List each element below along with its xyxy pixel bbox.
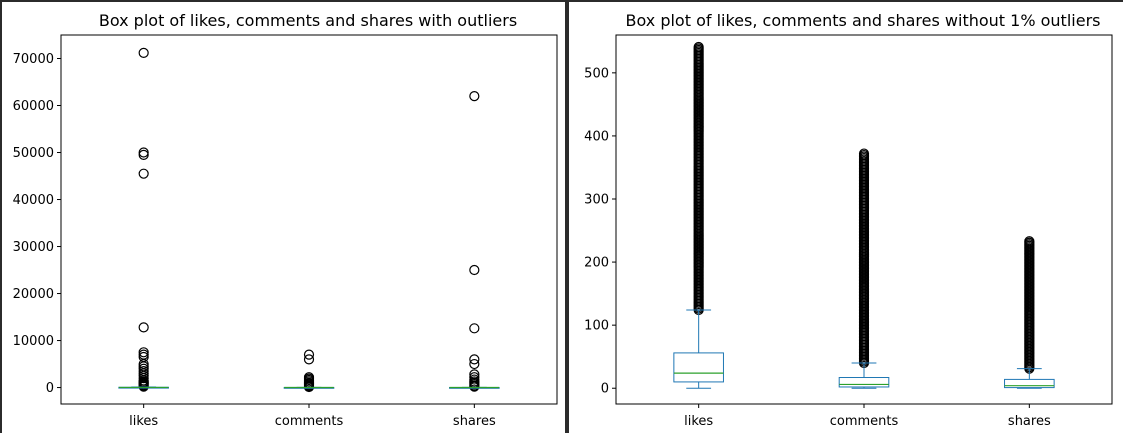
chart-2-x-tick-label: likes: [684, 414, 713, 429]
chart-1-shares-outlier-point: [469, 91, 480, 102]
chart-1-comments-outlier-point: [303, 349, 315, 360]
chart-1-x-tick-label: shares: [453, 414, 496, 429]
chart-1-comments-outlier-point: [303, 354, 315, 365]
left-border: [0, 0, 2, 433]
chart-1-likes-outlier-point: [138, 149, 149, 160]
chart-1-x-tick-label: likes: [129, 414, 158, 429]
chart-1-axes-frame: [60, 34, 558, 405]
chart-1-plot-area: 0 10000 20000 30000 40000 50000 60000 70000 like…: [13, 34, 558, 429]
chart-1-y-tick-label: 20000: [13, 287, 54, 302]
chart-2-y-tick-label: 0: [601, 382, 609, 397]
chart-1-y-tick-label: 30000: [13, 240, 54, 255]
chart-1-shares-outlier-point: [469, 264, 480, 276]
chart-2-plot-area: 0 100 200 300 400 500 likes comments shares: [584, 34, 1113, 429]
chart-1-x-tick-label: comments: [275, 414, 344, 429]
chart-2-title: Box plot of likes, comments and shares w…: [626, 11, 1101, 30]
chart-1-shares-outlier-point: [469, 323, 480, 334]
chart-1-y-tick-label: 70000: [13, 52, 54, 67]
chart-1-likes-outlier-point: [138, 168, 149, 179]
chart-2-y-tick-label: 500: [584, 66, 609, 81]
chart-1-y-tick-label: 0: [46, 381, 54, 396]
chart-1-likes-outlier-point: [138, 47, 149, 58]
chart-2-y-tick-label: 200: [584, 256, 609, 271]
chart-2-likes-outlier-point: [693, 41, 704, 53]
chart-2-y-tick-label: 400: [584, 129, 609, 144]
chart-2-y-tick-label: 300: [584, 193, 609, 208]
top-border: [0, 0, 1123, 2]
chart-1-y-tick-label: 60000: [13, 99, 54, 114]
chart-2-x-tick-label: shares: [1008, 414, 1051, 429]
chart-2-x-tick-label: comments: [830, 414, 899, 429]
chart-1-title: Box plot of likes, comments and shares w…: [99, 11, 517, 30]
chart-2-shares-outlier-point: [1024, 236, 1035, 247]
chart-2-comments-box: [838, 377, 890, 388]
chart-2-y-tick-label: 100: [584, 319, 609, 334]
chart-1-y-tick-label: 10000: [13, 334, 54, 349]
chart-1-shares-outlier-point: [469, 381, 480, 392]
chart-1-likes-outlier-point: [138, 322, 149, 333]
chart-2-likes-box: [673, 352, 724, 383]
chart-1-y-tick-label: 40000: [13, 193, 54, 208]
chart-2-shares-box: [1004, 378, 1055, 389]
chart-1-y-tick-label: 50000: [13, 146, 54, 161]
chart-2-comments-outlier-point: [858, 148, 870, 159]
chart-1-shares-outlier-point: [469, 358, 480, 370]
panel-divider: [565, 0, 569, 433]
chart-1-shares-outlier-point: [469, 354, 480, 365]
